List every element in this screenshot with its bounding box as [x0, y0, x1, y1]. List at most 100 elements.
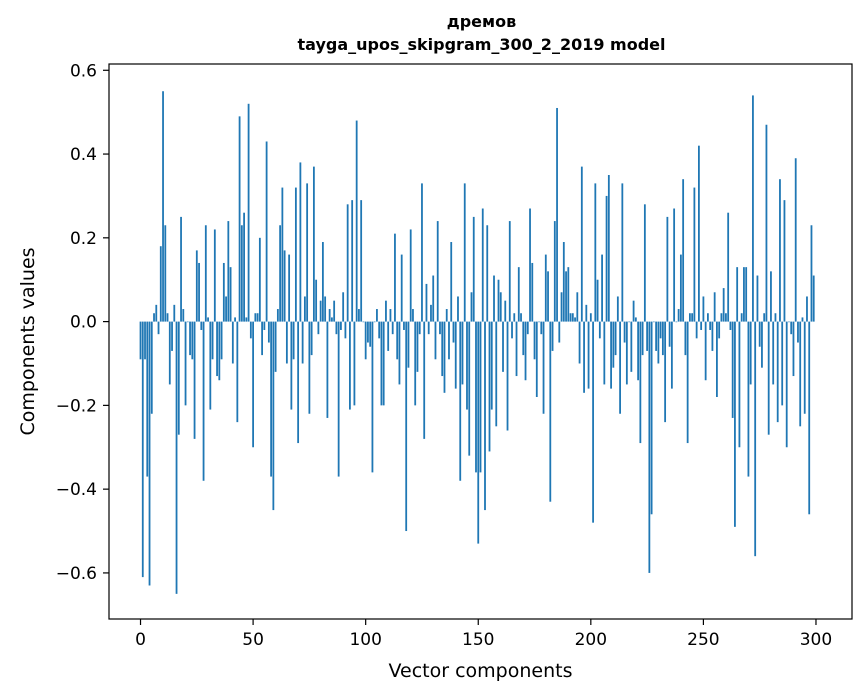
bar	[254, 313, 257, 322]
bar	[342, 292, 345, 322]
bar	[220, 321, 223, 360]
bar	[468, 321, 471, 456]
bar	[704, 321, 707, 381]
bar	[657, 321, 660, 364]
bar	[479, 321, 482, 473]
y-tick-label: 0.0	[70, 313, 97, 333]
bar	[598, 321, 601, 339]
bar	[285, 321, 288, 364]
bar	[758, 321, 761, 347]
bar	[707, 313, 709, 322]
bar	[398, 321, 401, 385]
bar	[596, 279, 599, 322]
bar	[720, 313, 723, 322]
bar	[153, 313, 155, 322]
bar	[553, 221, 556, 322]
bar	[274, 321, 277, 372]
bar	[234, 317, 236, 322]
bar	[747, 321, 750, 477]
bar	[779, 179, 781, 322]
bar	[141, 321, 144, 578]
bar	[270, 321, 273, 477]
bar	[191, 321, 194, 360]
bar	[177, 321, 180, 435]
bar	[425, 283, 428, 322]
bar	[623, 321, 626, 343]
bar	[540, 321, 543, 335]
bar	[414, 321, 417, 406]
bar	[727, 212, 730, 322]
bar	[574, 317, 576, 322]
x-tick-label: 50	[242, 630, 264, 650]
bar	[522, 321, 525, 356]
bar	[734, 321, 736, 527]
bar	[281, 187, 284, 322]
bar	[655, 321, 658, 351]
bar	[441, 321, 444, 377]
bar	[360, 200, 363, 322]
y-tick-label: −0.4	[56, 480, 97, 500]
bar	[175, 321, 178, 594]
bar	[693, 187, 696, 322]
bar	[436, 221, 439, 322]
bar	[371, 321, 374, 473]
bar	[303, 296, 306, 322]
bar	[709, 321, 712, 330]
bar	[659, 321, 662, 339]
bar	[421, 183, 423, 322]
x-tick-label: 150	[462, 630, 494, 650]
bar	[664, 321, 667, 423]
bar	[632, 300, 635, 322]
bar	[200, 321, 203, 330]
bar	[258, 237, 261, 322]
bar	[785, 321, 788, 448]
bar	[504, 300, 507, 322]
bar	[418, 321, 421, 335]
bar	[495, 321, 498, 427]
bar	[670, 321, 673, 389]
bar	[695, 321, 698, 339]
y-tick-label: −0.2	[56, 396, 97, 416]
bar	[772, 321, 775, 385]
bar	[409, 229, 412, 322]
bar	[326, 321, 329, 418]
bar	[364, 321, 367, 360]
bar	[684, 321, 687, 356]
bar	[331, 317, 333, 322]
bar	[585, 304, 588, 322]
bar	[333, 300, 336, 322]
bar	[261, 321, 263, 356]
bar	[524, 321, 527, 381]
bar	[783, 200, 786, 322]
bar	[497, 279, 500, 322]
bar	[227, 221, 230, 322]
bar	[229, 267, 232, 322]
bar	[682, 179, 685, 322]
bar	[207, 317, 209, 322]
bar	[711, 321, 714, 351]
bar	[542, 321, 545, 414]
bar	[430, 304, 432, 322]
bar	[560, 292, 563, 322]
bar	[335, 321, 338, 335]
bar	[211, 321, 214, 360]
bar	[247, 103, 250, 322]
bar	[481, 208, 484, 322]
bar	[484, 321, 486, 511]
bar	[222, 262, 225, 322]
bar	[263, 321, 266, 330]
bar	[513, 313, 516, 322]
bar	[236, 321, 239, 423]
bar	[562, 242, 565, 322]
bar	[218, 321, 221, 381]
bar	[650, 321, 653, 515]
bar	[389, 309, 392, 322]
bar	[722, 288, 725, 322]
bar	[164, 225, 167, 322]
bar	[193, 321, 196, 439]
bar	[290, 321, 293, 410]
bar	[387, 321, 390, 351]
bar	[301, 321, 304, 364]
bar	[171, 321, 173, 351]
